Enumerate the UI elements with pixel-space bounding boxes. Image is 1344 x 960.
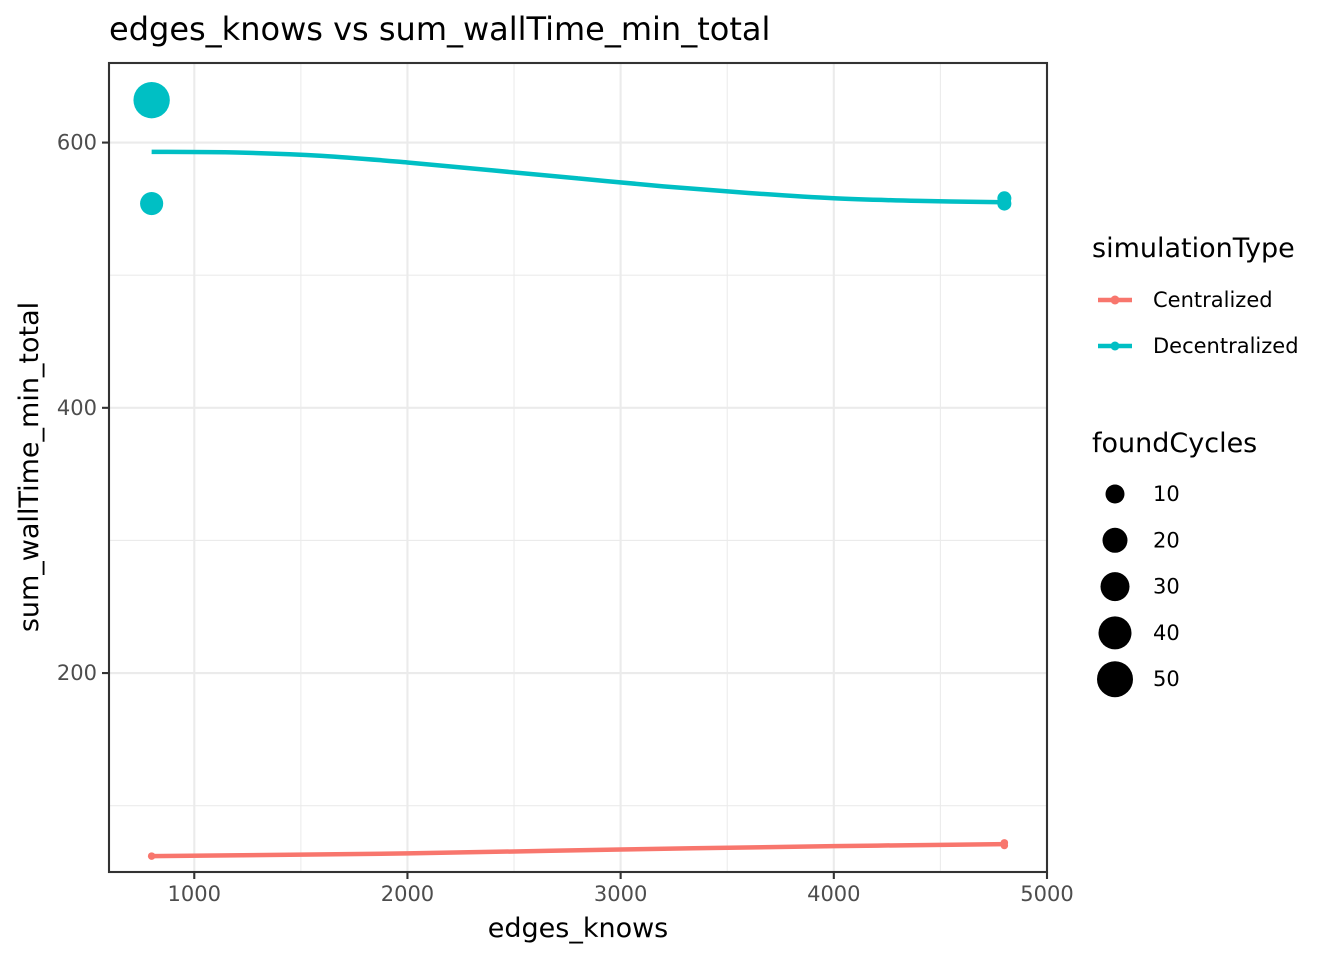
x-axis-ticks: 1000 2000 3000 4000 5000	[168, 872, 1074, 906]
legend-found-cycles: foundCycles 10 20 30 40 50	[1092, 428, 1257, 698]
y-tick-label: 200	[57, 661, 97, 685]
data-point	[147, 852, 156, 860]
x-axis-title: edges_knows	[488, 913, 668, 944]
x-tick-label: 2000	[381, 882, 434, 906]
legend-key-point	[1110, 295, 1120, 305]
legend-color-label: Decentralized	[1153, 334, 1299, 358]
data-point	[140, 192, 164, 216]
smooth-line-centralized	[151, 841, 1005, 859]
y-tick-label: 400	[57, 396, 97, 420]
legend-size-key	[1105, 484, 1125, 504]
data-points	[133, 81, 1012, 860]
y-axis-title: sum_wallTime_min_total	[14, 302, 45, 632]
legend-size-key	[1100, 572, 1130, 602]
legend-size-label: 50	[1153, 667, 1180, 691]
legend-color-title: simulationType	[1092, 233, 1295, 264]
legend-size-key	[1102, 527, 1128, 553]
legend-size-label: 40	[1153, 621, 1180, 645]
x-tick-label: 5000	[1020, 882, 1073, 906]
legend-size-label: 20	[1153, 528, 1180, 552]
legend-size-label: 30	[1153, 575, 1180, 599]
panel-border	[107, 61, 1049, 874]
legend-key-point	[1110, 341, 1120, 351]
legend-simulation-type: simulationType Centralized Decentralized	[1092, 233, 1299, 358]
x-tick-label: 3000	[594, 882, 647, 906]
legend-size-label: 10	[1153, 482, 1180, 506]
legend-size-title: foundCycles	[1092, 428, 1257, 459]
y-tick-label: 600	[57, 131, 97, 155]
x-tick-label: 1000	[168, 882, 221, 906]
legend-size-key	[1097, 661, 1133, 698]
grid	[109, 63, 1049, 872]
smooth-line-decentralized	[151, 149, 1005, 205]
y-axis-ticks: 200 400 600	[57, 131, 109, 685]
data-point	[1000, 839, 1009, 847]
data-point	[997, 191, 1012, 206]
data-point	[133, 81, 170, 119]
legend-size-key	[1098, 616, 1132, 650]
x-tick-label: 4000	[807, 882, 860, 906]
smooth-lines	[151, 149, 1005, 859]
chart-title: edges_knows vs sum_wallTime_min_total	[109, 10, 770, 48]
legend-color-label: Centralized	[1153, 288, 1273, 312]
